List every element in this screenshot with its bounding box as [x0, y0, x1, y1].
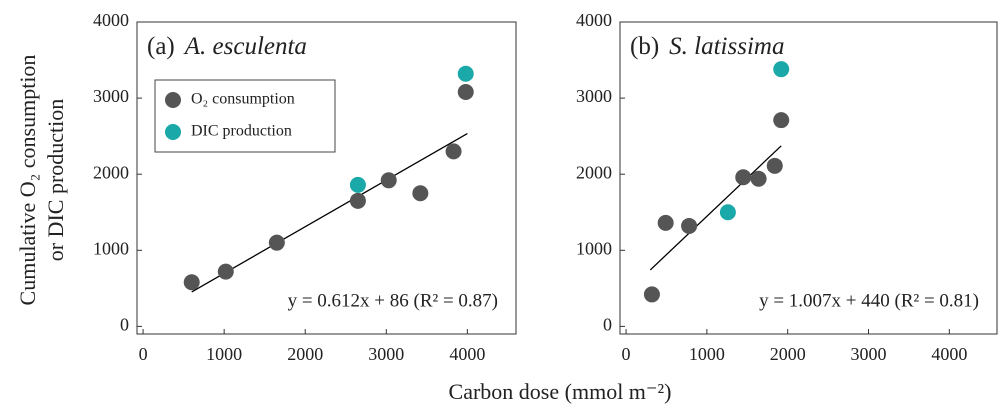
- panel-letter: (b): [630, 33, 659, 60]
- x-tick-label: 4000: [449, 344, 485, 364]
- legend-label: O₂ consumption: [191, 91, 295, 108]
- panel-title: S. latissima: [669, 33, 784, 60]
- data-point: [750, 170, 767, 187]
- panel-title: A. esculenta: [183, 33, 307, 60]
- legend-marker: [165, 92, 181, 108]
- legend-box: [154, 79, 336, 153]
- data-point: [457, 65, 474, 82]
- y-axis-label: Cumulative O₂ consumption: [15, 55, 40, 306]
- y-tick-label: 3000: [576, 86, 612, 106]
- panel-label: (b) S. latissima: [630, 33, 784, 60]
- panel-letter: (a): [147, 33, 175, 60]
- data-point: [445, 143, 462, 160]
- x-tick-label: 3000: [851, 344, 887, 364]
- y-tick-label: 0: [603, 315, 612, 335]
- x-axis-label: Carbon dose (mmol m⁻²): [449, 379, 672, 404]
- plot-frame: [136, 21, 517, 335]
- data-point: [349, 176, 366, 193]
- data-point: [183, 274, 200, 291]
- data-point: [719, 204, 736, 221]
- x-tick-label: 2000: [287, 344, 323, 364]
- y-tick-label: 4000: [93, 10, 129, 30]
- plot-frame: [619, 21, 998, 335]
- y-tick-label: 0: [120, 315, 129, 335]
- y-tick-label: 1000: [576, 238, 612, 258]
- y-tick-label: 1000: [93, 238, 129, 258]
- x-tick-label: 0: [622, 344, 631, 364]
- x-tick-label: 1000: [689, 344, 725, 364]
- legend-marker: [165, 124, 181, 140]
- x-tick-label: 2000: [770, 344, 806, 364]
- equation: y = 1.007x + 440 (R² = 0.81): [759, 290, 979, 311]
- data-point: [380, 172, 397, 189]
- x-tick-label: 4000: [931, 344, 967, 364]
- data-point: [735, 169, 752, 186]
- data-point: [217, 263, 234, 280]
- y-tick-label: 4000: [576, 10, 612, 30]
- data-point: [657, 214, 674, 231]
- data-point: [412, 185, 429, 202]
- x-tick-label: 0: [139, 344, 148, 364]
- data-point: [268, 234, 285, 251]
- equation: y = 0.612x + 86 (R² = 0.87): [288, 290, 498, 311]
- data-point: [773, 112, 790, 129]
- data-point: [766, 157, 783, 174]
- fit-line: [191, 132, 468, 293]
- legend-label: DIC production: [191, 123, 292, 140]
- x-tick-label: 3000: [368, 344, 404, 364]
- y-tick-label: 2000: [93, 162, 129, 182]
- data-point: [349, 192, 366, 209]
- y-tick-label: 2000: [576, 162, 612, 182]
- y-axis-label: or DIC production: [43, 99, 68, 262]
- data-point: [457, 84, 474, 101]
- y-tick-label: 3000: [93, 86, 129, 106]
- data-point: [643, 286, 660, 303]
- data-point: [681, 217, 698, 234]
- panel-label: (a) A. esculenta: [147, 33, 307, 60]
- fit-line: [649, 145, 782, 271]
- data-point: [773, 61, 790, 78]
- x-tick-label: 1000: [206, 344, 242, 364]
